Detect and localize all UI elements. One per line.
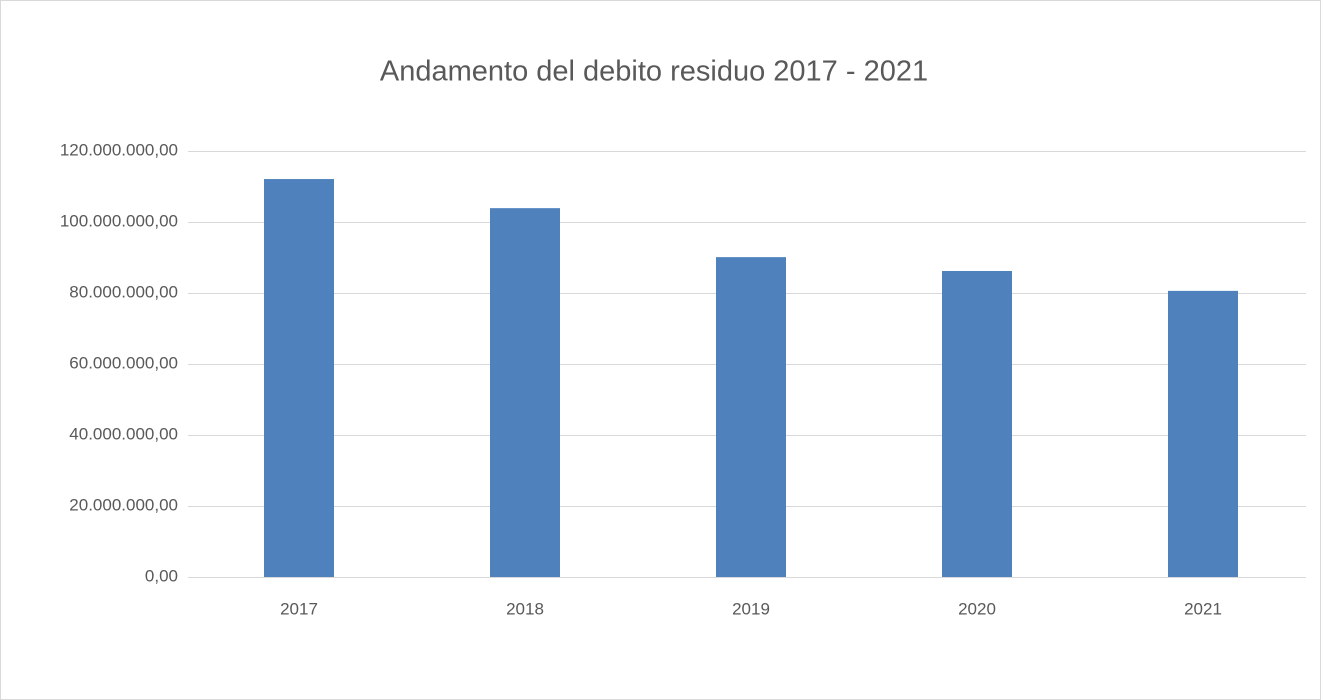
bar <box>942 270 1012 577</box>
bar <box>264 179 334 578</box>
y-tick-label: 60.000.000,00 <box>69 353 178 372</box>
x-tick-label: 2020 <box>958 599 996 618</box>
bar <box>1168 290 1238 577</box>
bar <box>716 257 786 577</box>
x-tick-label: 2017 <box>280 599 318 618</box>
y-tick-label: 0,00 <box>145 566 178 585</box>
y-tick-label: 80.000.000,00 <box>69 282 178 301</box>
y-tick-label: 20.000.000,00 <box>69 495 178 514</box>
x-tick-label: 2021 <box>1184 599 1222 618</box>
x-tick-label: 2018 <box>506 599 544 618</box>
bar <box>490 208 560 577</box>
x-tick-label: 2019 <box>732 599 770 618</box>
chart-title: Andamento del debito residuo 2017 - 2021 <box>380 56 928 88</box>
y-tick-label: 40.000.000,00 <box>69 424 178 443</box>
y-tick-label: 120.000.000,00 <box>60 140 178 159</box>
y-tick-label: 100.000.000,00 <box>60 211 178 230</box>
